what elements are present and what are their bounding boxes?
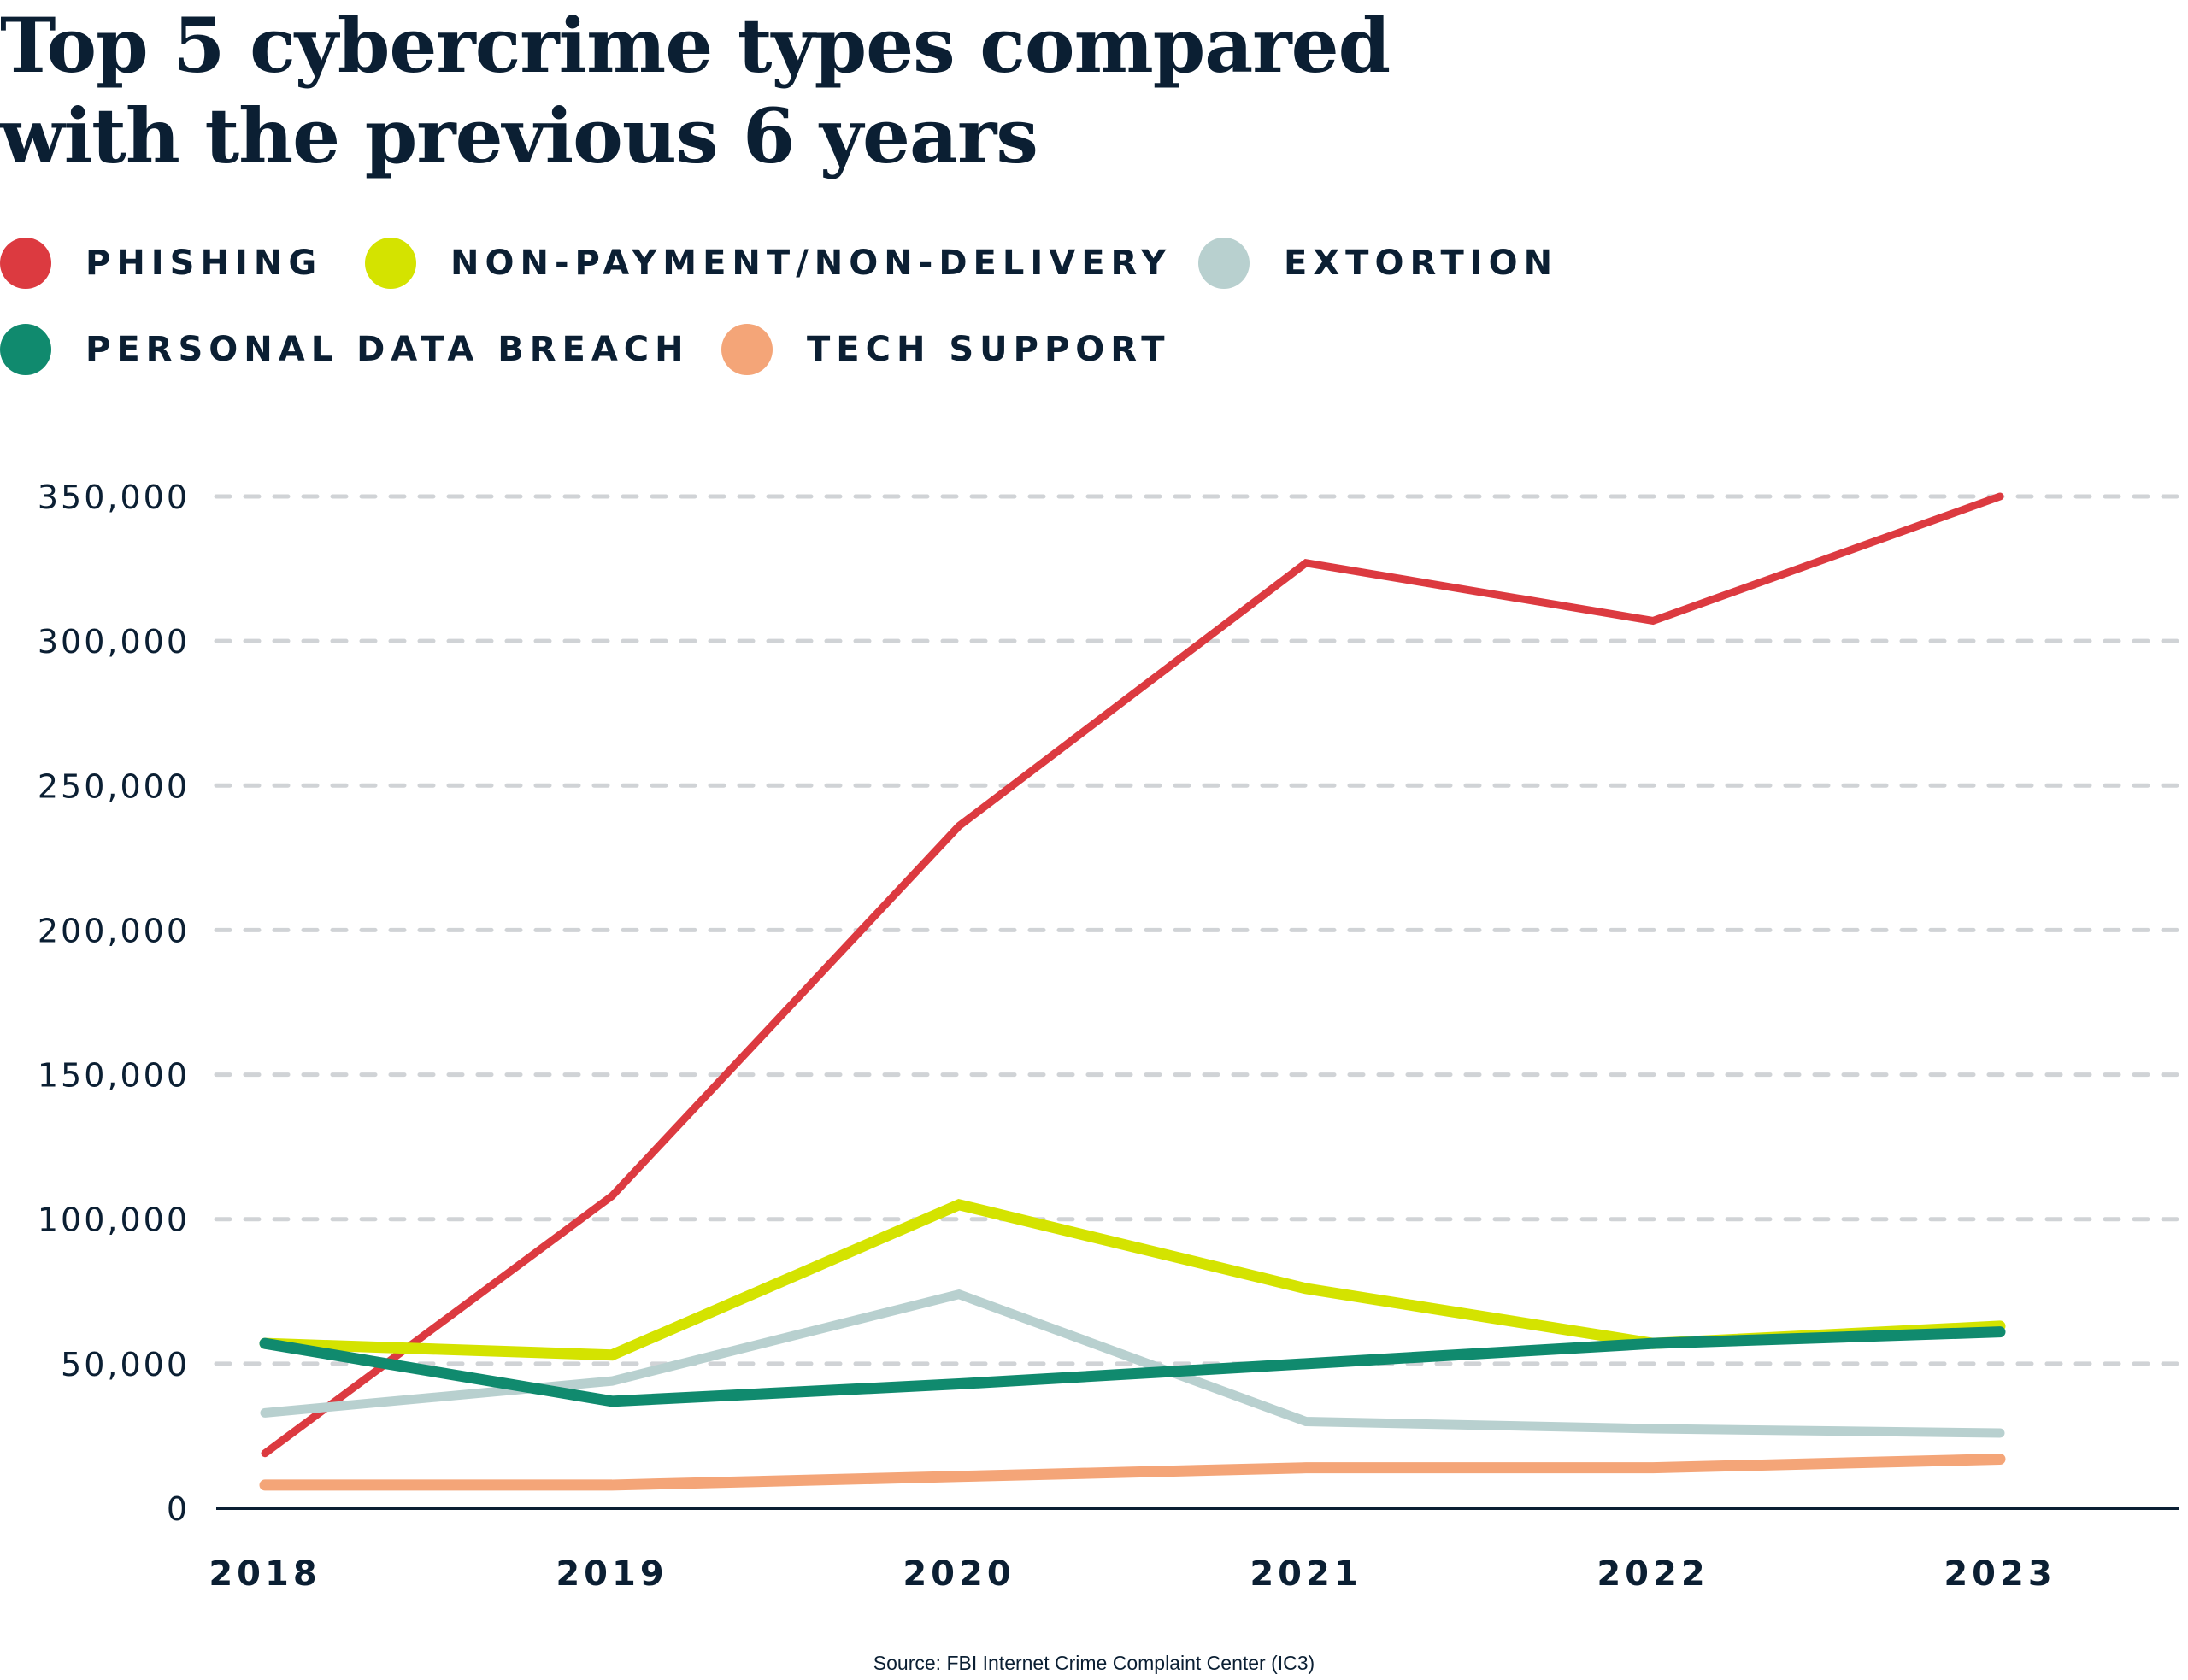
- series-line-tech-support: [259, 1453, 2006, 1491]
- legend-label: NON-PAYMENT/NON-DELIVERY: [450, 244, 1173, 283]
- y-tick-label: 150,000: [38, 1057, 190, 1095]
- legend-label: EXTORTION: [1284, 244, 1559, 283]
- x-tick-label: 2023: [1944, 1554, 2056, 1594]
- series-line-phishing: [261, 492, 2004, 1458]
- x-tick-label: 2020: [903, 1554, 1015, 1594]
- legend-item-extortion: EXTORTION: [1198, 238, 1558, 289]
- x-tick-label: 2019: [556, 1554, 668, 1594]
- x-tick-label: 2018: [209, 1554, 321, 1594]
- y-tick-label: 100,000: [38, 1201, 190, 1239]
- legend-label: PHISHING: [85, 244, 323, 283]
- y-tick-label: 200,000: [38, 912, 190, 949]
- legend-label: PERSONAL DATA BREACH: [85, 330, 690, 369]
- y-tick-label: 350,000: [38, 479, 190, 516]
- y-tick-label: 250,000: [38, 767, 190, 805]
- legend-item-personal-data-breach: PERSONAL DATA BREACH: [0, 324, 690, 375]
- legend-label: TECH SUPPORT: [807, 330, 1171, 369]
- legend-swatch: [1198, 238, 1250, 289]
- legend-item-non-payment: NON-PAYMENT/NON-DELIVERY: [365, 238, 1172, 289]
- y-tick-label: 300,000: [38, 623, 190, 661]
- legend-item-tech-support: TECH SUPPORT: [721, 324, 1171, 375]
- y-tick-label: 0: [167, 1490, 190, 1528]
- series-line-non-payment-non-delivery: [259, 1198, 2006, 1361]
- y-tick-label: 50,000: [61, 1346, 190, 1383]
- x-tick-label: 2021: [1250, 1554, 1362, 1594]
- chart-title: Top 5 cybercrime types compared with the…: [0, 0, 1391, 181]
- legend-swatch: [721, 324, 773, 375]
- x-tick-label: 2022: [1597, 1554, 1709, 1594]
- legend-swatch: [365, 238, 416, 289]
- legend-item-phishing: PHISHING: [0, 238, 322, 289]
- title-line-1: Top 5 cybercrime types compared: [0, 1, 1391, 90]
- source-note: Source: FBI Internet Crime Complaint Cen…: [873, 1652, 1315, 1674]
- title-line-2: with the previous 6 years: [0, 91, 1038, 180]
- legend-swatch: [0, 324, 51, 375]
- series-line-personal-data-breach: [259, 1326, 2006, 1407]
- legend-swatch: [0, 238, 51, 289]
